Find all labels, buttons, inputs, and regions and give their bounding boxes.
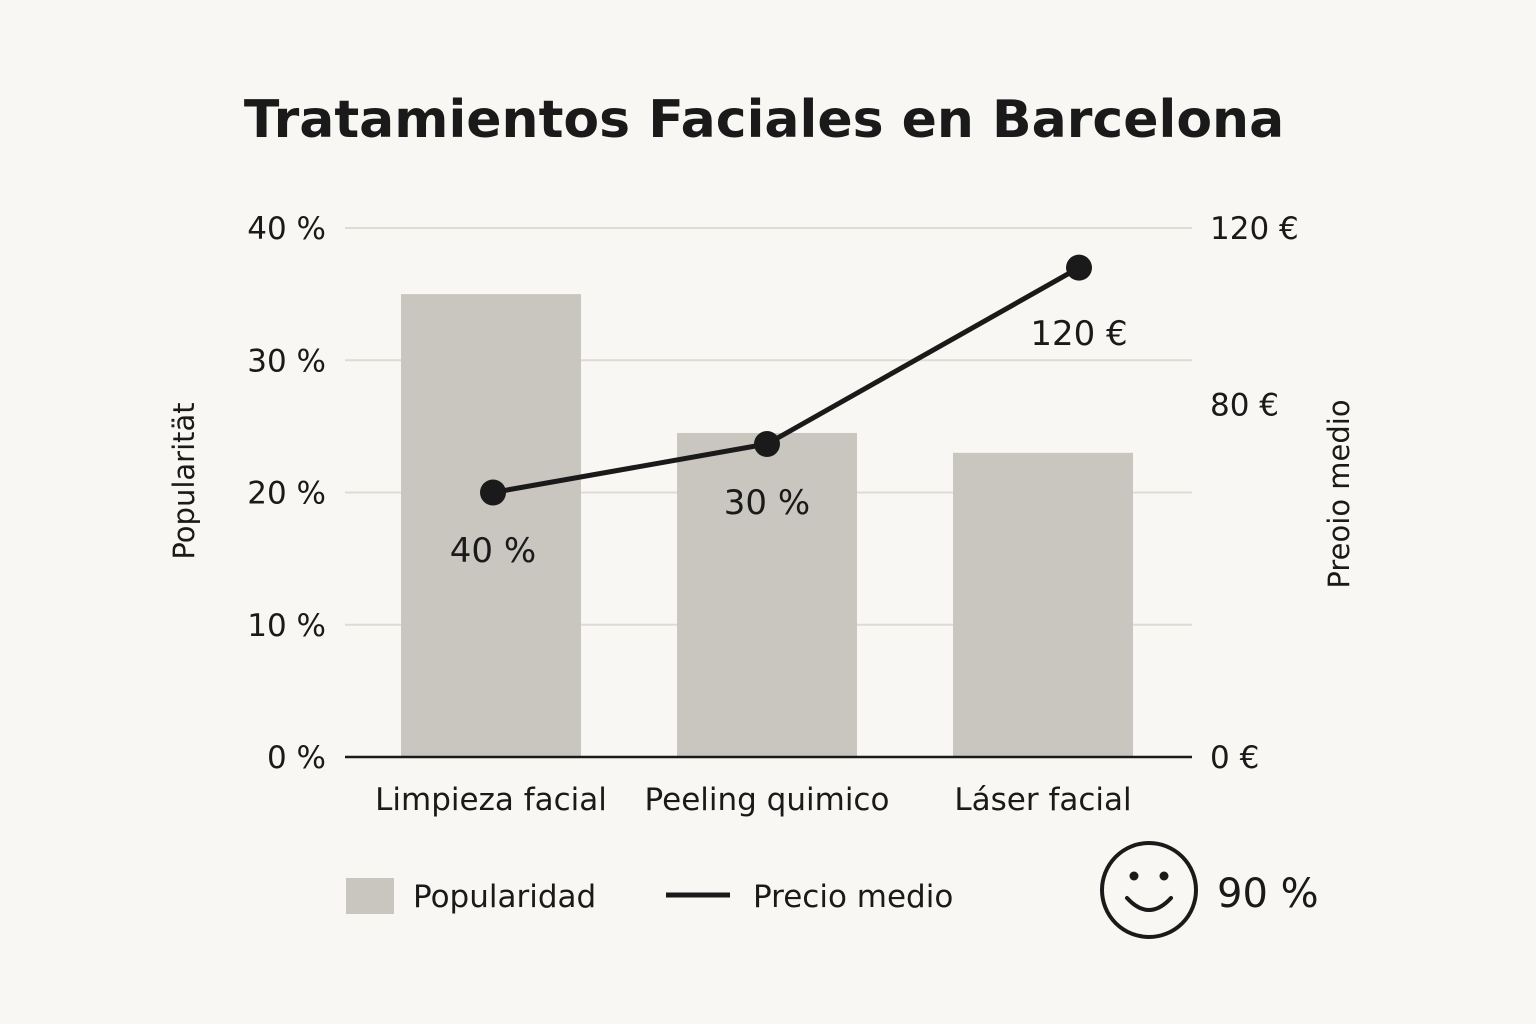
chart-title: Tratamientos Faciales en Barcelona: [244, 90, 1284, 150]
right-y-ticks: 0 € 80 € 120 €: [1210, 211, 1299, 776]
smiley-icon: [1100, 841, 1198, 939]
price-point: [754, 431, 780, 458]
price-point: [1066, 254, 1092, 281]
price-line-series: [480, 254, 1092, 506]
legend-label-popularidad: Popularidad: [413, 879, 596, 915]
category-label: Láser facial: [954, 782, 1131, 818]
bar: [401, 294, 581, 757]
category-labels: Limpieza facial Peeling quimico Láser faci…: [375, 782, 1132, 818]
left-tick-label: 20 %: [247, 476, 326, 512]
right-y-axis-title: Preoio medio: [1322, 399, 1356, 588]
left-tick-label: 30 %: [247, 343, 326, 379]
bar: [953, 452, 1133, 757]
price-point: [480, 479, 506, 506]
legend: Popularidad Precio medio: [346, 878, 953, 915]
left-y-ticks: 0 % 10 % 20 % 30 % 40 %: [247, 211, 326, 776]
legend-label-precio: Precio medio: [753, 879, 953, 915]
category-label: Peeling quimico: [645, 782, 890, 818]
satisfaction: 90 %: [1100, 841, 1319, 939]
left-tick-label: 0 %: [267, 740, 326, 776]
right-tick-label: 120 €: [1210, 211, 1299, 247]
left-tick-label: 10 %: [247, 608, 326, 644]
bars: [401, 294, 1133, 757]
right-tick-label: 0 €: [1210, 740, 1259, 776]
bar: [677, 432, 857, 757]
legend-swatch-bar: [346, 878, 394, 914]
right-tick-label: 80 €: [1210, 387, 1279, 423]
category-label: Limpieza facial: [375, 782, 607, 818]
data-label: 120 €: [1030, 314, 1127, 354]
data-label: 30 %: [724, 483, 810, 523]
satisfaction-label: 90 %: [1217, 871, 1319, 917]
data-label: 40 %: [450, 531, 536, 571]
left-y-axis-title: Popularität: [167, 402, 201, 559]
left-tick-label: 40 %: [247, 211, 326, 247]
data-labels: 40 % 30 % 120 €: [450, 314, 1128, 571]
